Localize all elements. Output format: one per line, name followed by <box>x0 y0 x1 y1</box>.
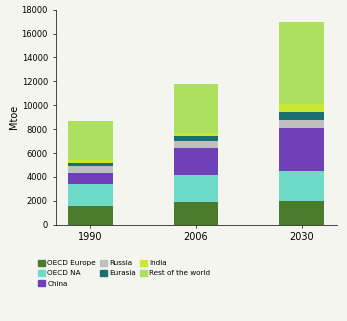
Bar <box>68 205 113 225</box>
Bar <box>279 22 324 104</box>
Bar <box>279 128 324 171</box>
Bar <box>68 184 113 205</box>
Bar <box>68 166 113 173</box>
Bar <box>279 112 324 119</box>
Bar <box>68 162 113 166</box>
Bar <box>174 148 218 175</box>
Bar <box>279 171 324 201</box>
Bar <box>279 104 324 112</box>
Bar <box>174 202 218 225</box>
Bar <box>174 136 218 141</box>
Bar <box>174 175 218 202</box>
Bar <box>68 160 113 162</box>
Y-axis label: Mtoe: Mtoe <box>9 105 19 129</box>
Legend: OECD Europe, OECD NA, China, Russia, Eurasia, India, Rest of the world: OECD Europe, OECD NA, China, Russia, Eur… <box>37 258 212 288</box>
Bar <box>279 119 324 128</box>
Bar <box>174 133 218 136</box>
Bar <box>174 84 218 133</box>
Bar <box>68 173 113 184</box>
Bar <box>279 201 324 225</box>
Bar <box>174 141 218 148</box>
Bar <box>68 121 113 160</box>
